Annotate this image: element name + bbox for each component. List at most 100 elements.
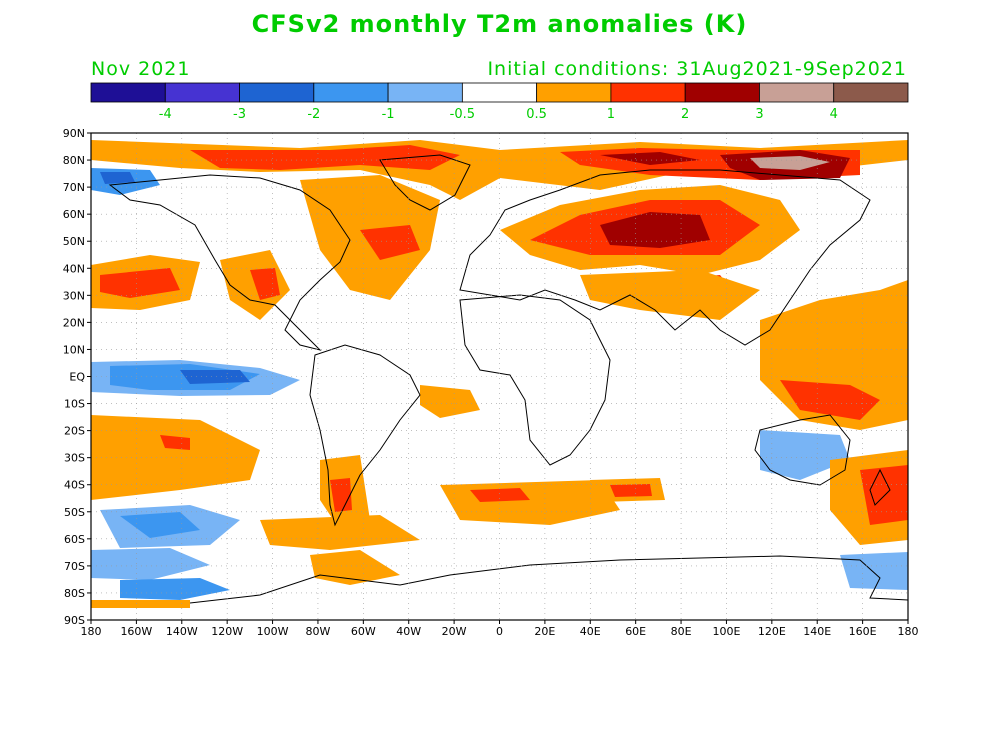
coastline-new-zealand (869, 468, 891, 506)
lon-label: 60E (625, 625, 646, 638)
colorbar-label: -2 (307, 107, 320, 122)
lat-label: 40S (64, 479, 85, 492)
anomaly-region (330, 478, 352, 512)
latitude-axis: 90N 80N 70N 60N 50N 40N 30N 20N 10N EQ 10S 20S 30S 40… (63, 127, 91, 627)
lon-label: 180 (81, 625, 102, 638)
lat-label: 20N (63, 316, 85, 329)
anomaly-region (91, 600, 190, 608)
lon-label: 40W (396, 625, 421, 638)
lon-label: 120W (211, 625, 243, 638)
colorbar-swatch (536, 82, 612, 103)
lat-label: 30S (64, 452, 85, 465)
lat-label: 80S (64, 587, 85, 600)
coastline-africa (459, 294, 611, 466)
lon-label: 160E (849, 625, 877, 638)
lon-label: 80E (671, 625, 692, 638)
lon-label: 20W (442, 625, 467, 638)
lon-label: 40E (580, 625, 601, 638)
map-title: CFSv2 monthly T2m anomalies (K) (251, 10, 748, 38)
coastline-antarctica (189, 555, 908, 604)
lon-label: 160W (120, 625, 152, 638)
anomaly-region (91, 415, 260, 500)
anomaly-region (260, 515, 420, 550)
colorbar-label: -0.5 (450, 107, 475, 122)
colorbar-label: -4 (159, 107, 172, 122)
colorbar-swatch (610, 82, 686, 103)
initial-conditions-label: Initial conditions: 31Aug2021-9Sep2021 (487, 58, 907, 80)
anomaly-region (190, 145, 460, 170)
anomaly-region (750, 156, 830, 170)
lat-label: 90S (64, 614, 85, 627)
colorbar-label: 3 (755, 107, 763, 122)
lat-label: 50N (63, 235, 85, 248)
anomaly-region (840, 552, 908, 590)
colorbar-label: -3 (233, 107, 246, 122)
colorbar-swatch (759, 82, 835, 103)
anomaly-region (470, 488, 530, 502)
lon-label: 100W (257, 625, 289, 638)
anomaly-region (100, 172, 135, 184)
lat-label: 90N (63, 127, 85, 140)
coastline-greenland (379, 154, 471, 211)
colorbar-swatch (90, 82, 166, 103)
colorbar-swatch (461, 82, 538, 103)
colorbar-swatch (164, 82, 240, 103)
longitude-axis: 180 160W 140W 120W 100W 80W 60W 40W 20W 0 20E 40E 60… (81, 620, 919, 638)
lat-label: 30N (63, 289, 85, 302)
anomaly-region (760, 430, 850, 480)
lon-label: 60W (351, 625, 376, 638)
lon-label: 20E (534, 625, 555, 638)
lat-label: 40N (63, 262, 85, 275)
lat-label: 80N (63, 154, 85, 167)
lat-label: 10N (63, 343, 85, 356)
coastline-north-america (108, 174, 351, 351)
colorbar-swatch (684, 82, 760, 103)
lon-label: 80W (306, 625, 331, 638)
anomaly-region (250, 268, 280, 300)
colorbar: -4 -3 -2 -1 -0.5 0.5 1 2 3 4 (90, 82, 909, 122)
lon-label: 180 (898, 625, 919, 638)
anomaly-region (780, 380, 880, 420)
lat-label: 70N (63, 181, 85, 194)
colorbar-swatch (239, 82, 315, 103)
lat-label: 20S (64, 425, 85, 438)
colorbar-label: 4 (830, 107, 838, 122)
colorbar-label: 0.5 (526, 107, 547, 122)
anomaly-shading (91, 140, 908, 608)
anomaly-region (180, 370, 250, 384)
coastline-south-america (309, 344, 421, 527)
colorbar-label: 1 (607, 107, 615, 122)
colorbar-label: 2 (681, 107, 689, 122)
colorbar-swatch (833, 82, 909, 103)
valid-month-label: Nov 2021 (91, 58, 191, 80)
colorbar-label: -1 (382, 107, 395, 122)
anomaly-region (610, 484, 652, 497)
lat-label: 60N (63, 208, 85, 221)
lat-label: 70S (64, 560, 85, 573)
anomaly-region (580, 270, 760, 320)
anomaly-region (160, 435, 190, 450)
anomaly-region (91, 548, 210, 580)
anomaly-region (120, 512, 200, 538)
lat-label: 60S (64, 533, 85, 546)
colorbar-swatch (387, 82, 463, 103)
anomaly-region (860, 465, 908, 525)
lon-label: 0 (496, 625, 503, 638)
colorbar-swatch (313, 82, 389, 103)
lat-label: 50S (64, 506, 85, 519)
coastline-eurasia (459, 169, 871, 346)
grid-lines (91, 133, 908, 620)
lat-label: EQ (69, 371, 85, 384)
coastline-australia (754, 414, 851, 486)
lon-label: 120E (758, 625, 786, 638)
anomaly-region (600, 212, 710, 248)
anomaly-region (100, 268, 180, 298)
anomaly-region (360, 225, 420, 260)
lon-label: 140W (166, 625, 198, 638)
lon-label: 140E (803, 625, 831, 638)
lat-label: 10S (64, 398, 85, 411)
anomaly-region (420, 385, 480, 418)
coastlines (108, 154, 908, 604)
lon-label: 100E (712, 625, 740, 638)
